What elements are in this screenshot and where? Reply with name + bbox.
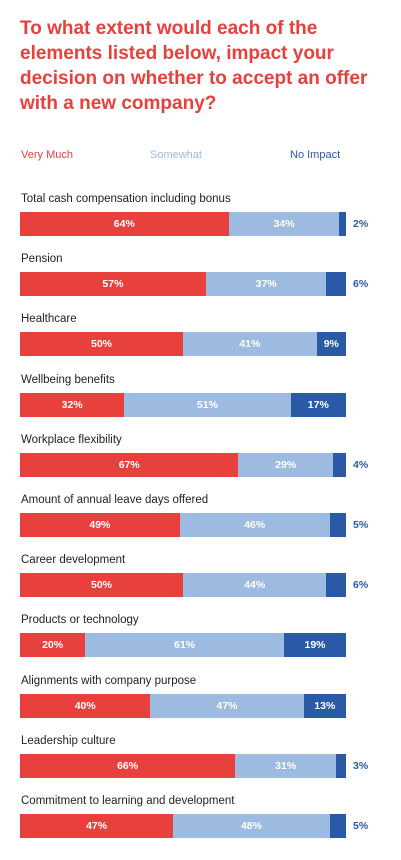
- data-label: 48%: [240, 820, 262, 832]
- bar-segment-very-much: 50%: [20, 332, 183, 357]
- category-label-total-cash-compensation-including-bonus: Total cash compensation including bonus: [21, 193, 231, 205]
- category-label-commitment-to-learning-and-development: Commitment to learning and development: [21, 795, 235, 807]
- bar-alignments-with-company-purpose: 40% 47% 13%: [20, 693, 346, 718]
- bar-segment-no-impact: [326, 573, 346, 598]
- bar-segment-somewhat: 34%: [228, 212, 340, 236]
- data-label: 31%: [275, 759, 297, 772]
- data-label: 41%: [239, 338, 261, 351]
- data-label: 46%: [244, 519, 266, 531]
- bar-segment-somewhat: 31%: [235, 753, 337, 778]
- data-label: 66%: [117, 759, 139, 772]
- data-label: 47%: [86, 820, 108, 832]
- bar-segment-very-much: 66%: [20, 753, 236, 778]
- bar-total-cash-compensation-including-bonus: 64% 34%: [20, 212, 346, 236]
- bar-segment-very-much: 64%: [20, 212, 229, 236]
- bar-amount-of-annual-leave-days-offered: 49% 46%: [20, 513, 346, 537]
- bar-segment-somewhat: 51%: [124, 392, 291, 417]
- bar-segment-very-much: 57%: [20, 272, 206, 297]
- bar-workplace-flexibility: 67% 29%: [20, 452, 346, 477]
- data-label: 67%: [118, 458, 140, 471]
- bar-segment-very-much: 47%: [20, 814, 174, 838]
- bar-leadership-culture: 66% 31%: [20, 753, 346, 778]
- data-label-no-impact: 6%: [353, 579, 369, 592]
- bar-segment-somewhat: 41%: [183, 332, 317, 357]
- bar-segment-somewhat: 46%: [179, 513, 330, 537]
- bar-segment-no-impact: 19%: [284, 633, 346, 658]
- category-label-wellbeing-benefits: Wellbeing benefits: [21, 373, 115, 386]
- category-label-leadership-culture: Leadership culture: [21, 734, 116, 747]
- data-label-no-impact: 4%: [353, 458, 369, 471]
- data-label: 29%: [275, 458, 297, 471]
- data-label-no-impact: 5%: [353, 519, 369, 531]
- bar-segment-somewhat: 44%: [183, 573, 327, 598]
- bar-segment-no-impact: [326, 272, 346, 297]
- bar-products-or-technology: 20% 61% 19%: [20, 633, 346, 658]
- data-label: 49%: [89, 519, 111, 531]
- data-label-no-impact: 5%: [353, 820, 369, 832]
- bar-segment-very-much: 50%: [20, 573, 183, 598]
- data-label: 32%: [61, 398, 83, 411]
- data-label: 19%: [304, 639, 326, 652]
- bar-segment-somewhat: 61%: [85, 633, 285, 658]
- bar-pension: 57% 37%: [20, 272, 346, 297]
- bar-segment-no-impact: [329, 814, 346, 838]
- bar-healthcare: 50% 41% 9%: [20, 332, 346, 357]
- data-label: 13%: [314, 699, 336, 712]
- data-label: 37%: [255, 278, 277, 291]
- data-label-no-impact: 3%: [353, 759, 369, 772]
- data-label: 57%: [102, 278, 124, 291]
- data-label: 9%: [323, 338, 339, 351]
- data-label: 17%: [307, 398, 329, 411]
- legend-somewhat: Somewhat: [150, 149, 202, 161]
- bar-segment-no-impact: [332, 452, 346, 477]
- bar-segment-very-much: 40%: [20, 693, 151, 718]
- data-label: 40%: [74, 699, 96, 712]
- bar-wellbeing-benefits: 32% 51% 17%: [20, 392, 346, 417]
- bar-segment-no-impact: [339, 212, 346, 236]
- data-label: 50%: [90, 338, 112, 351]
- bar-segment-somewhat: 37%: [205, 272, 327, 297]
- bar-segment-no-impact: 13%: [303, 693, 346, 718]
- bar-segment-very-much: 67%: [20, 452, 239, 477]
- legend-no-impact: No Impact: [290, 149, 341, 161]
- category-label-career-development: Career development: [21, 554, 126, 567]
- bar-segment-no-impact: 17%: [290, 392, 346, 417]
- bar-segment-very-much: 32%: [20, 392, 125, 417]
- data-label-no-impact: 6%: [353, 278, 369, 291]
- category-label-workplace-flexibility: Workplace flexibility: [21, 433, 122, 446]
- category-label-healthcare: Healthcare: [21, 313, 77, 326]
- legend-very-much: Very Much: [21, 149, 73, 161]
- data-label: 34%: [273, 218, 295, 230]
- category-label-pension: Pension: [21, 253, 63, 266]
- bar-commitment-to-learning-and-development: 47% 48%: [20, 814, 346, 838]
- data-label: 51%: [196, 398, 218, 411]
- bar-segment-somewhat: 47%: [150, 693, 304, 718]
- bar-segment-no-impact: 9%: [316, 332, 346, 357]
- data-label: 61%: [174, 639, 196, 652]
- bar-segment-somewhat: 29%: [238, 452, 333, 477]
- bar-career-development: 50% 44%: [20, 573, 346, 598]
- data-label-no-impact: 2%: [353, 218, 369, 230]
- category-label-products-or-technology: Products or technology: [21, 614, 139, 627]
- chart-title: To what extent would each of the element…: [20, 18, 368, 114]
- data-label: 20%: [42, 639, 64, 652]
- bar-segment-somewhat: 48%: [173, 814, 330, 838]
- bar-segment-very-much: 49%: [20, 513, 180, 537]
- data-label: 64%: [113, 218, 135, 230]
- data-label: 44%: [244, 579, 266, 592]
- bar-segment-no-impact: [329, 513, 346, 537]
- data-label: 50%: [90, 579, 112, 592]
- bar-segment-no-impact: [336, 753, 346, 778]
- category-label-alignments-with-company-purpose: Alignments with company purpose: [21, 674, 197, 687]
- data-label: 47%: [216, 699, 238, 712]
- bar-segment-very-much: 20%: [20, 633, 86, 658]
- category-label-amount-of-annual-leave-days-offered: Amount of annual leave days offered: [21, 494, 209, 506]
